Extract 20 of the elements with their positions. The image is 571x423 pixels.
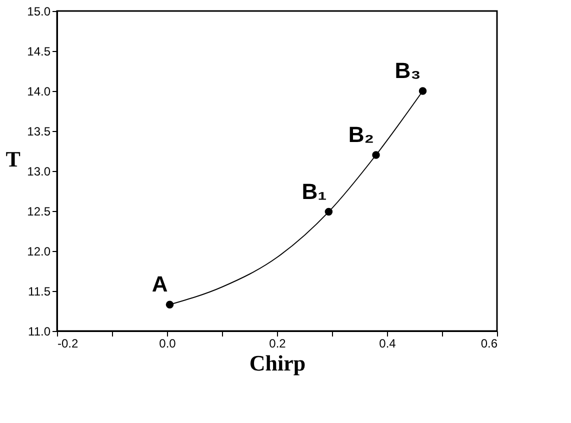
annotation: B₂: [348, 122, 374, 147]
y-tick-label: 13.0: [27, 164, 51, 178]
y-tick-label: 11.5: [28, 284, 51, 298]
y-axis-title: T: [6, 146, 21, 172]
y-tick-label: 14.5: [27, 44, 51, 58]
x-tick-label: 0.0: [159, 336, 176, 350]
y-tick-label: 12.0: [27, 244, 51, 258]
x-tick-label: 0.2: [269, 336, 286, 350]
x-tick-label: -0.2: [58, 336, 79, 350]
y-tick-label: 11.0: [28, 324, 51, 338]
y-tick-label: 12.5: [27, 204, 51, 218]
annotation: B₁: [302, 178, 327, 204]
annotation: B₃: [394, 58, 421, 83]
x-tick-label: 0.4: [379, 336, 396, 350]
y-tick-label: 15.0: [27, 4, 51, 18]
x-tick-label: 0.6: [480, 336, 498, 350]
y-tick-label: 13.5: [27, 124, 51, 138]
x-axis-title: Chirp: [249, 350, 306, 376]
y-tick-label: 14.0: [27, 84, 51, 98]
annotation: A: [152, 272, 168, 297]
